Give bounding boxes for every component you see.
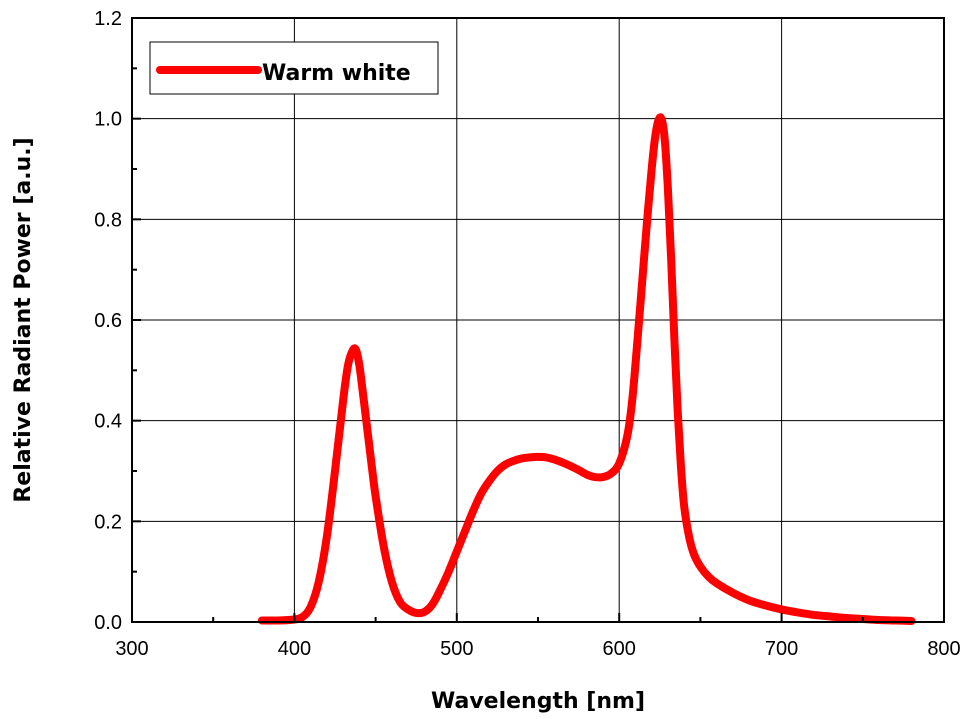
y-tick-label: 0.4 — [94, 411, 122, 433]
x-tick-label: 800 — [927, 638, 960, 660]
axis-ticks — [131, 17, 945, 623]
series-line-warm-white — [257, 113, 916, 625]
x-tick-label: 600 — [603, 638, 636, 660]
legend-label-warm-white: Warm white — [262, 61, 411, 86]
tick-labels: 300 400 500 600 700 800 0.0 0.2 0.4 0.6 0.8 1.0 1.2 — [94, 8, 961, 660]
x-axis-title: Wavelength [nm] — [431, 689, 645, 714]
x-tick-label: 400 — [278, 638, 311, 660]
plot-area — [257, 113, 916, 625]
x-tick-label: 500 — [440, 638, 473, 660]
legend: Warm white — [149, 41, 439, 95]
y-tick-label: 0.2 — [94, 511, 122, 533]
x-tick-label: 300 — [115, 638, 148, 660]
y-tick-label: 0.0 — [94, 612, 122, 634]
grid — [132, 18, 944, 622]
y-tick-label: 0.6 — [94, 310, 122, 332]
y-tick-label: 1.0 — [94, 109, 122, 131]
y-tick-label: 1.2 — [94, 8, 122, 30]
x-tick-label: 700 — [765, 638, 798, 660]
y-tick-label: 0.8 — [94, 209, 122, 231]
y-axis-title: Relative Radiant Power [a.u.] — [11, 137, 36, 502]
